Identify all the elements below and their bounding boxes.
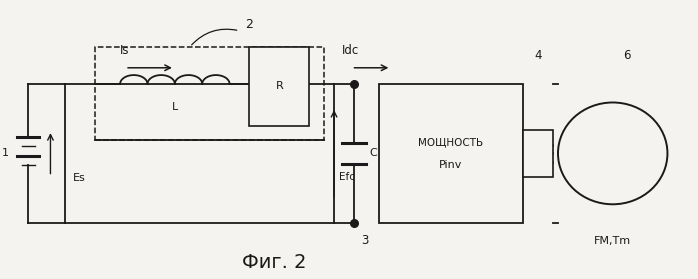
Text: L: L <box>172 102 178 112</box>
Text: Idc: Idc <box>341 44 359 57</box>
Circle shape <box>558 102 667 204</box>
Text: Фиг. 2: Фиг. 2 <box>242 252 306 272</box>
Bar <box>95 47 324 140</box>
Bar <box>379 84 524 223</box>
Text: 3: 3 <box>362 234 369 247</box>
Text: 2: 2 <box>246 18 253 32</box>
Text: FM,Tm: FM,Tm <box>594 235 631 246</box>
Text: 1: 1 <box>2 148 9 158</box>
Text: 6: 6 <box>623 49 630 62</box>
Text: Pinv: Pinv <box>439 160 463 170</box>
Text: Efc: Efc <box>339 172 355 182</box>
FancyArrowPatch shape <box>192 29 237 45</box>
Text: 4: 4 <box>535 49 542 62</box>
Text: Is: Is <box>120 44 130 57</box>
Text: МОЩНОСТЬ: МОЩНОСТЬ <box>418 137 484 147</box>
Text: Es: Es <box>73 173 86 183</box>
Bar <box>524 130 553 177</box>
Text: C: C <box>369 148 377 158</box>
Text: R: R <box>276 81 283 91</box>
Bar <box>249 47 309 126</box>
